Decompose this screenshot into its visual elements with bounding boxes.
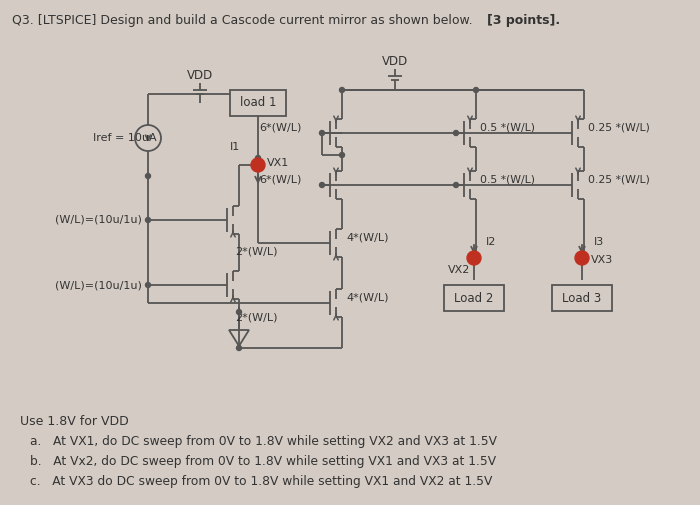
- Circle shape: [237, 310, 242, 315]
- Circle shape: [473, 87, 479, 92]
- Circle shape: [340, 87, 344, 92]
- Bar: [230, 90, 286, 116]
- Text: VX1: VX1: [267, 158, 289, 168]
- Text: Load 2: Load 2: [454, 291, 494, 305]
- Text: 0.5 *(W/L): 0.5 *(W/L): [480, 175, 535, 185]
- Text: I3: I3: [594, 237, 604, 247]
- Text: Iref = 10uA: Iref = 10uA: [93, 133, 157, 143]
- Circle shape: [340, 153, 344, 158]
- Text: 0.25 *(W/L): 0.25 *(W/L): [588, 175, 650, 185]
- Circle shape: [319, 182, 325, 187]
- Text: [3 points].: [3 points].: [487, 14, 560, 27]
- Text: 2*(W/L): 2*(W/L): [235, 312, 277, 322]
- Circle shape: [575, 251, 589, 265]
- Text: VDD: VDD: [382, 55, 408, 68]
- Text: 4*(W/L): 4*(W/L): [346, 293, 389, 303]
- Text: a.   At VX1, do DC sweep from 0V to 1.8V while setting VX2 and VX3 at 1.5V: a. At VX1, do DC sweep from 0V to 1.8V w…: [30, 435, 497, 448]
- Circle shape: [454, 130, 458, 135]
- Text: load 1: load 1: [239, 96, 276, 110]
- Text: (W/L)=(10u/1u): (W/L)=(10u/1u): [55, 215, 142, 225]
- Text: 6*(W/L): 6*(W/L): [260, 175, 302, 185]
- Bar: [552, 285, 612, 311]
- Text: (W/L)=(10u/1u): (W/L)=(10u/1u): [55, 280, 142, 290]
- Circle shape: [467, 251, 481, 265]
- Circle shape: [256, 156, 260, 161]
- Text: c.   At VX3 do DC sweep from 0V to 1.8V while setting VX1 and VX2 at 1.5V: c. At VX3 do DC sweep from 0V to 1.8V wh…: [30, 475, 492, 488]
- Circle shape: [146, 282, 150, 287]
- Text: 0.5 *(W/L): 0.5 *(W/L): [480, 123, 535, 133]
- Circle shape: [237, 345, 242, 350]
- Circle shape: [251, 158, 265, 172]
- Text: 4*(W/L): 4*(W/L): [346, 233, 389, 243]
- Circle shape: [146, 218, 150, 223]
- Text: b.   At Vx2, do DC sweep from 0V to 1.8V while setting VX1 and VX3 at 1.5V: b. At Vx2, do DC sweep from 0V to 1.8V w…: [30, 455, 496, 468]
- Bar: [444, 285, 504, 311]
- Text: Load 3: Load 3: [562, 291, 601, 305]
- Text: VX3: VX3: [591, 255, 613, 265]
- Text: I1: I1: [230, 142, 240, 152]
- Text: 6*(W/L): 6*(W/L): [260, 123, 302, 133]
- Text: Use 1.8V for VDD: Use 1.8V for VDD: [20, 415, 129, 428]
- Text: VX2: VX2: [448, 265, 470, 275]
- Circle shape: [146, 174, 150, 178]
- Text: 2*(W/L): 2*(W/L): [235, 247, 277, 257]
- Text: Q3. [LTSPICE] Design and build a Cascode current mirror as shown below.: Q3. [LTSPICE] Design and build a Cascode…: [12, 14, 477, 27]
- Circle shape: [454, 182, 458, 187]
- Text: I2: I2: [486, 237, 496, 247]
- Text: 0.25 *(W/L): 0.25 *(W/L): [588, 123, 650, 133]
- Circle shape: [319, 130, 325, 135]
- Text: VDD: VDD: [187, 69, 213, 82]
